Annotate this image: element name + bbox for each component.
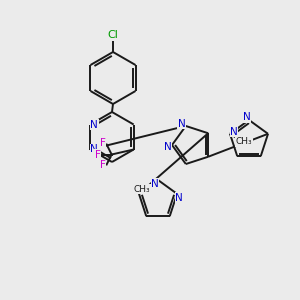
Text: N: N [91,145,98,154]
Text: N: N [175,193,183,203]
Text: N: N [91,119,98,130]
Text: CH₃: CH₃ [236,137,252,146]
Text: N: N [164,142,172,152]
Text: CH₃: CH₃ [134,184,150,194]
Text: N: N [151,179,159,189]
Text: Cl: Cl [108,30,118,40]
Text: N: N [230,127,238,137]
Text: N: N [243,112,251,122]
Text: F: F [95,149,100,160]
Text: N: N [178,119,186,129]
Text: F: F [100,139,106,148]
Text: F: F [100,160,106,170]
